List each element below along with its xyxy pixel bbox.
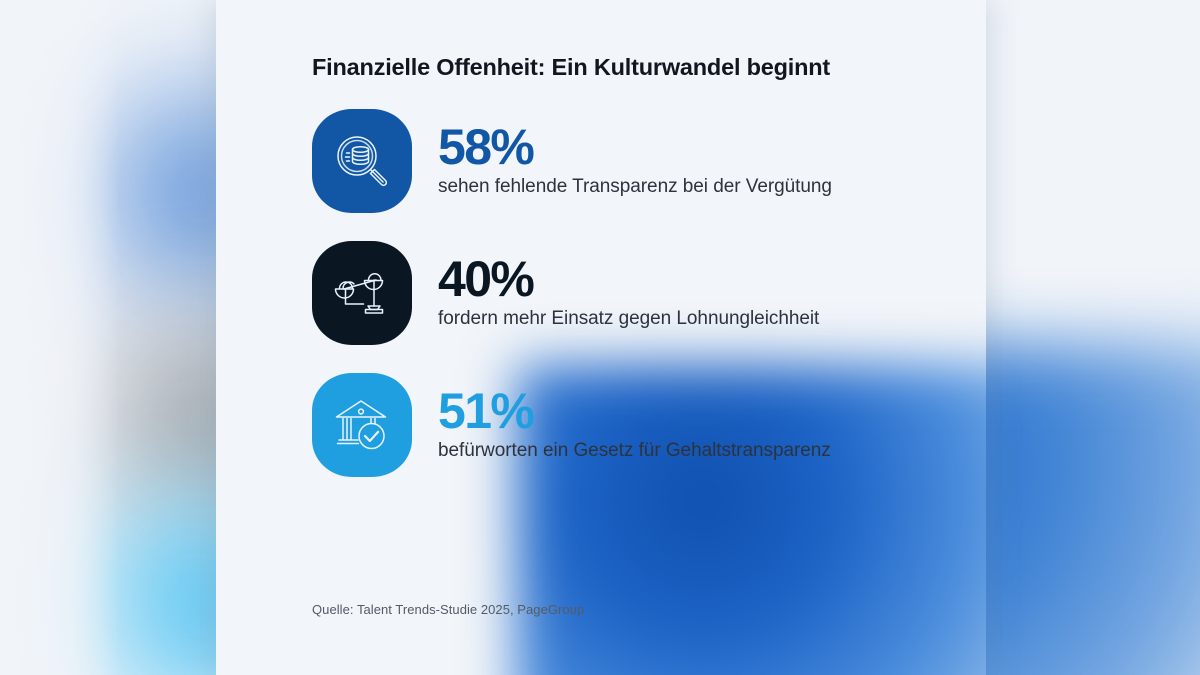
stat-value: 51%	[438, 382, 535, 439]
background-left-fade	[0, 0, 120, 675]
stat-row: 58% sehen fehlende Transparenz bei der V…	[312, 108, 930, 213]
stat-row: 51% befürworten ein Gesetz für Gehaltstr…	[312, 372, 930, 477]
stat-value: 40%	[438, 250, 535, 307]
source-caption: Quelle: Talent Trends-Studie 2025, PageG…	[312, 602, 585, 617]
page-title: Finanzielle Offenheit: Ein Kulturwandel …	[312, 54, 831, 80]
government-building-check-icon	[312, 372, 412, 477]
stat-label: fordern mehr Einsatz gegen Lohnungleichh…	[438, 307, 820, 329]
card-content: Finanzielle Offenheit: Ein Kulturwandel …	[216, 0, 986, 477]
unbalanced-scales-icon	[312, 240, 412, 345]
stat-label: sehen fehlende Transparenz bei der Vergü…	[438, 175, 832, 197]
infographic-card: Finanzielle Offenheit: Ein Kulturwandel …	[216, 0, 986, 675]
stat-text-group: 51% befürworten ein Gesetz für Gehaltstr…	[438, 382, 930, 464]
stat-value: 58%	[438, 118, 535, 175]
magnifier-coins-icon	[312, 108, 412, 213]
stat-text-group: 58% sehen fehlende Transparenz bei der V…	[438, 118, 930, 200]
stat-row: 40% fordern mehr Einsatz gegen Lohnungle…	[312, 240, 930, 345]
stat-label: befürworten ein Gesetz für Gehaltstransp…	[438, 439, 831, 461]
stat-text-group: 40% fordern mehr Einsatz gegen Lohnungle…	[438, 250, 930, 332]
